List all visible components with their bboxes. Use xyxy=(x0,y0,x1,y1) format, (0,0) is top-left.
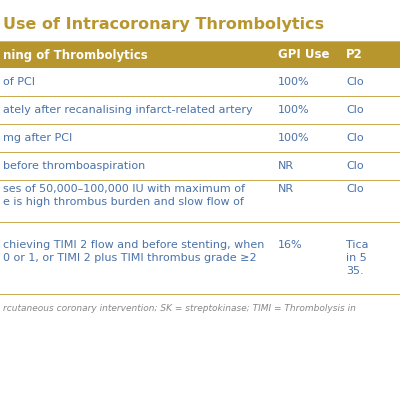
Text: ses of 50,000–100,000 IU with maximum of
e is high thrombus burden and slow flow: ses of 50,000–100,000 IU with maximum of… xyxy=(3,184,245,207)
Text: GPI Use: GPI Use xyxy=(278,48,330,62)
Text: Clo: Clo xyxy=(346,184,364,194)
Text: chieving TIMI 2 flow and before stenting, when
0 or 1, or TIMI 2 plus TIMI throm: chieving TIMI 2 flow and before stenting… xyxy=(3,240,264,263)
Text: NR: NR xyxy=(278,184,294,194)
Text: rcutaneous coronary intervention; SK = streptokinase; TIMI = Thrombolysis in: rcutaneous coronary intervention; SK = s… xyxy=(3,304,356,313)
Text: 16%: 16% xyxy=(278,240,303,250)
Text: Tica
in 5
35.: Tica in 5 35. xyxy=(346,240,368,276)
Text: Use of Intracoronary Thrombolytics: Use of Intracoronary Thrombolytics xyxy=(3,18,324,32)
Text: Clo: Clo xyxy=(346,77,364,87)
Text: NR: NR xyxy=(278,161,294,171)
Bar xyxy=(0,42,400,68)
Text: 100%: 100% xyxy=(278,77,310,87)
Text: Clo: Clo xyxy=(346,133,364,143)
Text: Clo: Clo xyxy=(346,105,364,115)
Text: 100%: 100% xyxy=(278,133,310,143)
Text: ning of Thrombolytics: ning of Thrombolytics xyxy=(3,48,148,62)
Text: ately after recanalising infarct-related artery: ately after recanalising infarct-related… xyxy=(3,105,253,115)
Text: 100%: 100% xyxy=(278,105,310,115)
Text: mg after PCI: mg after PCI xyxy=(3,133,72,143)
Text: before thromboaspiration: before thromboaspiration xyxy=(3,161,146,171)
Text: P2: P2 xyxy=(346,48,363,62)
Text: of PCI: of PCI xyxy=(3,77,35,87)
Text: Clo: Clo xyxy=(346,161,364,171)
